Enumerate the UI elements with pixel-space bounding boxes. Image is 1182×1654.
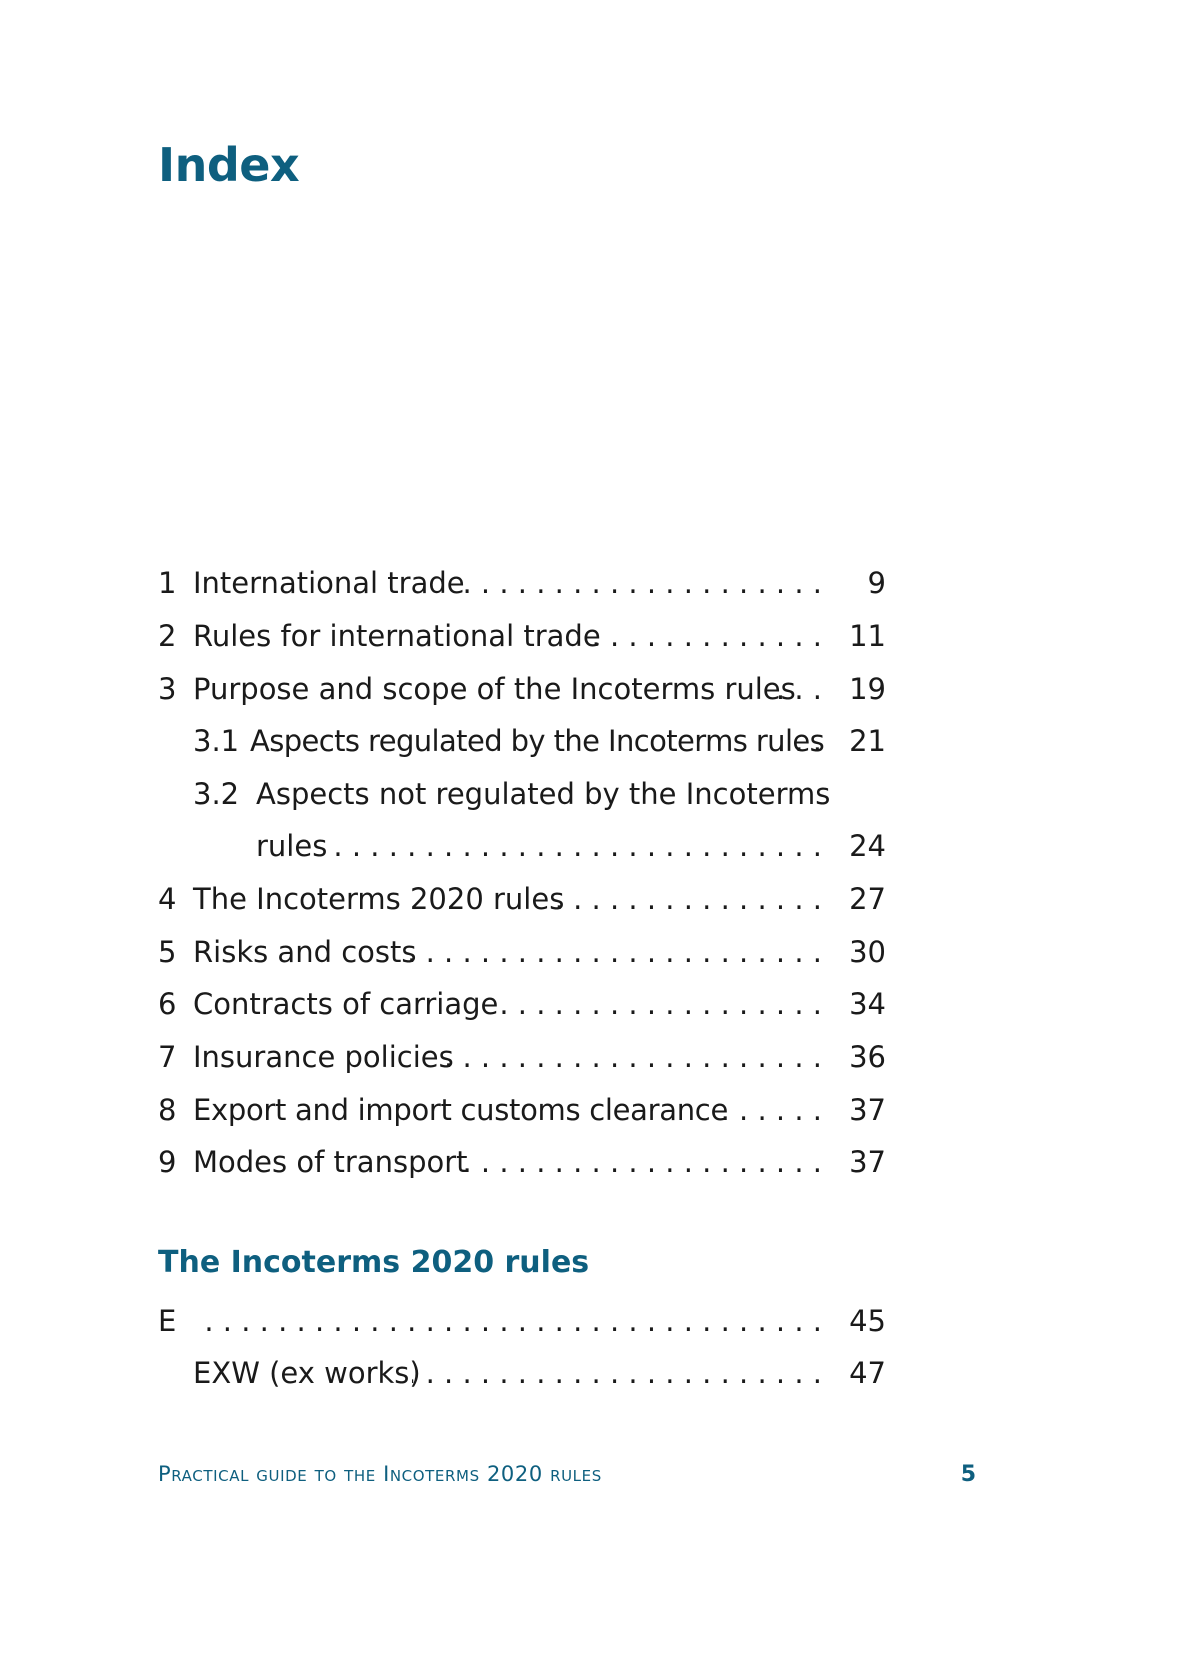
toc-entry-page: 36 [849, 1040, 886, 1074]
dot-leader [490, 978, 822, 1030]
toc-entry-page: 19 [849, 672, 886, 706]
dot-leader [590, 610, 822, 662]
toc-entry-page: 11 [849, 619, 886, 653]
toc-entry-page: 21 [849, 724, 886, 758]
toc-entry-label: Contracts of carriage [193, 987, 499, 1021]
toc-entry-label: International trade [193, 566, 465, 600]
toc-entry[interactable]: 3 Purpose and scope of the Incoterms rul… [0, 663, 1182, 715]
toc-entry[interactable]: 4 The Incoterms 2020 rules 27 [0, 873, 1182, 925]
dot-leader [412, 1347, 822, 1399]
dot-leader [326, 820, 822, 872]
footer-title: Practical guide to the Incoterms 2020 ru… [158, 1462, 602, 1486]
toc-entry-label: EXW (ex works) [193, 1356, 421, 1390]
toc-entry[interactable]: 8 Export and import customs clearance 37 [0, 1084, 1182, 1136]
toc-entry-page: 9 [867, 566, 886, 600]
toc-entry-number: 8 [158, 1093, 177, 1127]
toc-entry-number: 6 [158, 987, 177, 1021]
toc-entry-label: Aspects regulated by the Incoterms rules [250, 724, 825, 758]
toc-entry-label: Purpose and scope of the Incoterms rules [193, 672, 796, 706]
dot-leader [465, 1136, 822, 1188]
toc-entry-page: 45 [849, 1304, 886, 1338]
dot-leader [205, 1295, 822, 1347]
toc-entry[interactable]: 2 Rules for international trade 11 [0, 610, 1182, 662]
toc-entry-sub-continued[interactable]: rules 24 [0, 820, 1182, 872]
toc-entry-label: Risks and costs [193, 935, 417, 969]
dot-leader [555, 873, 822, 925]
toc-entry[interactable]: 1 International trade 9 [0, 557, 1182, 609]
toc-entry-page: 27 [849, 882, 886, 916]
toc-entry-sub[interactable]: 3.2 Aspects not regulated by the Incoter… [0, 768, 1182, 820]
toc-entry-number: 1 [158, 566, 177, 600]
toc-entry[interactable]: 5 Risks and costs 30 [0, 926, 1182, 978]
toc-entry[interactable]: 6 Contracts of carriage 34 [0, 978, 1182, 1030]
dot-leader [445, 1031, 822, 1083]
dot-leader [712, 1084, 822, 1136]
toc-entry-page: 37 [849, 1145, 886, 1179]
toc-entry-label: The Incoterms 2020 rules [193, 882, 565, 916]
toc-entry-label-continued: rules [256, 829, 328, 863]
toc-entry-number: 5 [158, 935, 177, 969]
toc-entry-number: E [158, 1304, 177, 1338]
toc-entry-sub[interactable]: EXW (ex works) 47 [0, 1347, 1182, 1399]
toc-entry-number: 9 [158, 1145, 177, 1179]
toc-entry[interactable]: 7 Insurance policies 36 [0, 1031, 1182, 1083]
toc-entry-sub[interactable]: 3.1 Aspects regulated by the Incoterms r… [0, 715, 1182, 767]
section-heading: The Incoterms 2020 rules [158, 1245, 590, 1280]
toc-entry-label: Export and import customs clearance [193, 1093, 728, 1127]
toc-entry-label: Insurance policies [193, 1040, 454, 1074]
toc-entry[interactable]: E 45 [0, 1295, 1182, 1347]
toc-entry-label: Modes of transport [193, 1145, 468, 1179]
toc-entry-number: 3.2 [193, 777, 240, 811]
footer-page-number: 5 [960, 1462, 976, 1487]
toc-entry-number: 4 [158, 882, 177, 916]
dot-leader [460, 557, 822, 609]
dot-leader [780, 715, 822, 767]
page-title: Index [158, 138, 300, 192]
toc-entry-number: 7 [158, 1040, 177, 1074]
toc-entry-label: Aspects not regulated by the Incoterms [256, 777, 831, 811]
toc-entry[interactable]: 9 Modes of transport 37 [0, 1136, 1182, 1188]
toc-entry-page: 47 [849, 1356, 886, 1390]
toc-entry-number: 3 [158, 672, 177, 706]
toc-entry-page: 24 [849, 829, 886, 863]
toc-entry-label: Rules for international trade [193, 619, 601, 653]
dot-leader [405, 926, 822, 978]
toc-entry-page: 37 [849, 1093, 886, 1127]
toc-entry-page: 30 [849, 935, 886, 969]
toc-entry-number: 2 [158, 619, 177, 653]
toc-entry-page: 34 [849, 987, 886, 1021]
toc-entry-number: 3.1 [193, 724, 240, 758]
dot-leader [770, 663, 822, 715]
